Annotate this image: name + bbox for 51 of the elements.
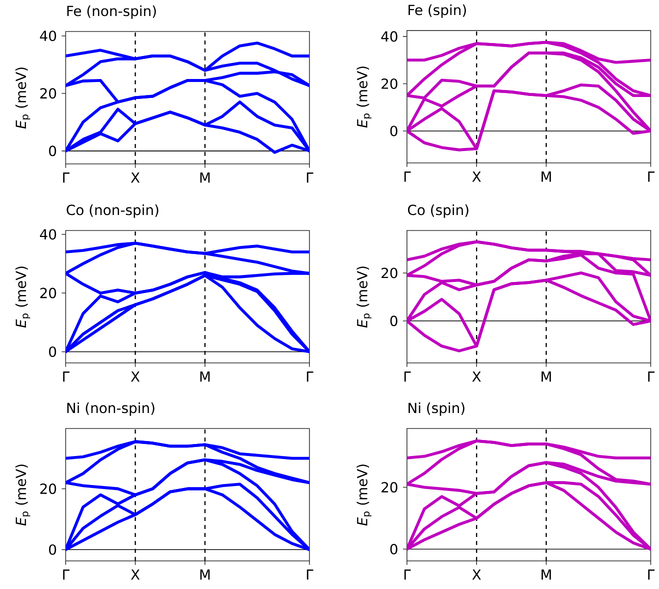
y-tick-label: 20 [40,88,56,99]
y-tick-label: 40 [40,229,56,240]
y-axis-title: E$_{p}$ (meV) [356,266,372,328]
x-tick-label: X [472,372,481,382]
x-tick-label: X [130,570,140,580]
y-tick-label: 20 [40,288,56,298]
x-tick-label: Γ [404,570,411,580]
chart-title: Fe (spin) [408,4,466,18]
x-tick-label: Γ [648,570,655,580]
x-tick-label: X [472,570,481,580]
x-tick-label: M [542,570,551,580]
y-tick-label: 0 [390,126,398,136]
x-tick-label: M [200,172,210,183]
chart-title: Ni (spin) [408,402,464,416]
y-tick-label: 0 [390,544,398,555]
x-tick-label: Γ [648,372,655,382]
y-tick-label: 20 [40,484,56,494]
y-tick-label: 40 [381,31,398,42]
y-tick-label: 0 [390,316,398,326]
y-axis-title: E$_{p}$ (meV) [15,266,30,328]
y-axis-title: E$_{p}$ (meV) [15,464,30,526]
x-tick-label: M [200,570,210,580]
x-tick-label: Γ [63,172,70,183]
x-tick-label: M [542,172,551,182]
x-tick-label: X [130,172,140,183]
y-tick-label: 20 [382,78,398,90]
x-tick-label: Γ [63,372,70,382]
x-tick-label: M [200,372,210,382]
x-tick-label: Γ [306,372,314,382]
y-axis-title: E$_{p}$ (meV) [356,464,372,526]
y-axis-title: E$_{p}$ (meV) [356,66,372,128]
x-tick-label: Γ [404,372,411,382]
x-tick-label: M [542,372,551,382]
y-axis-title: E$_{p}$ (meV) [15,68,30,129]
y-tick-label: 0 [49,346,56,358]
y-tick-label: 40 [40,30,56,42]
y-tick-label: 20 [382,268,398,278]
chart-title: Co (spin) [408,204,468,218]
y-tick-label: 0 [49,146,56,156]
x-tick-label: Γ [648,172,655,182]
x-tick-label: Γ [306,172,314,183]
x-tick-label: Γ [63,570,70,580]
x-tick-label: X [472,172,481,182]
chart-title: Co (non-spin) [66,204,158,218]
x-tick-label: Γ [306,570,314,580]
chart-title: Fe (non-spin) [67,6,156,20]
x-tick-label: Γ [404,172,411,182]
y-tick-label: 0 [49,544,56,555]
x-tick-label: X [130,372,140,382]
chart-title: Ni (non-spin) [67,402,154,416]
y-tick-label: 20 [382,482,398,493]
